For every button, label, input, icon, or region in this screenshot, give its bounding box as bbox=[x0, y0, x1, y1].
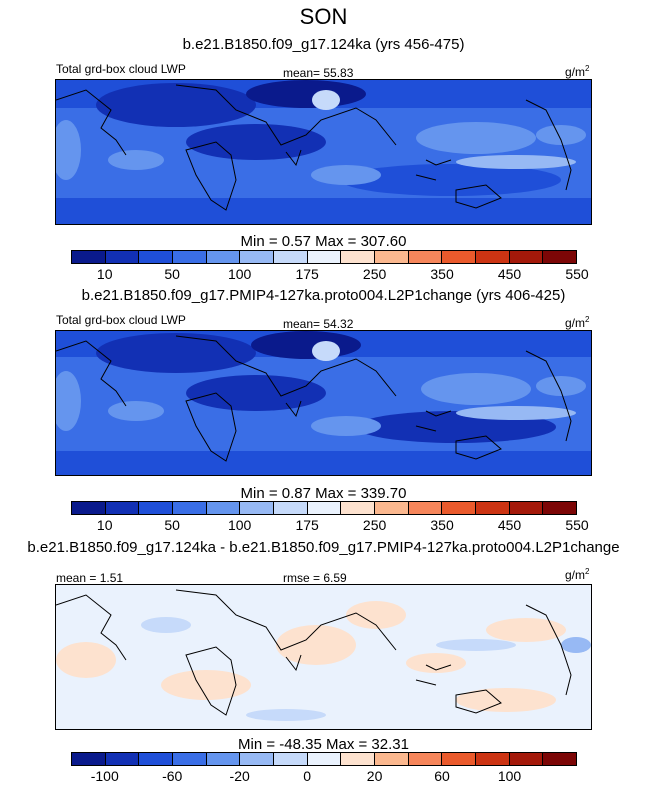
colorbar-swatch bbox=[72, 753, 106, 765]
panel-1-units: g/m2 bbox=[565, 64, 590, 79]
colorbar-swatch bbox=[240, 753, 275, 765]
colorbar-tick-label: 100 bbox=[497, 768, 522, 784]
colorbar-swatch bbox=[442, 251, 477, 263]
colorbar-swatch bbox=[476, 753, 510, 765]
panel-1-case-title: b.e21.B1850.f09_g17.124ka (yrs 456-475) bbox=[182, 36, 465, 53]
panel-3-colorbar-ticks: -100 -60 -20 0 20 60 100 bbox=[71, 768, 577, 786]
panel-1-variable-label: Total grd-box cloud LWP bbox=[56, 62, 186, 76]
colorbar-swatch bbox=[274, 753, 308, 765]
colorbar-tick-label: 10 bbox=[96, 266, 113, 282]
colorbar-swatch bbox=[274, 502, 308, 514]
colorbar-tick-label: 50 bbox=[164, 517, 180, 533]
panel-2-minmax: Min = 0.87 Max = 339.70 bbox=[240, 485, 407, 502]
panel-2-variable-label: Total grd-box cloud LWP bbox=[56, 313, 186, 327]
panel-1-map bbox=[55, 79, 592, 225]
colorbar-swatch bbox=[105, 502, 140, 514]
colorbar-swatch bbox=[139, 502, 174, 514]
colorbar-swatch bbox=[173, 502, 207, 514]
colorbar-swatch bbox=[72, 502, 106, 514]
colorbar-swatch bbox=[408, 753, 443, 765]
panel-2-case-title: b.e21.B1850.f09_g17.PMIP4-127ka.proto004… bbox=[81, 287, 566, 304]
colorbar-swatch bbox=[307, 251, 342, 263]
panel-1-colorbar-ticks: 10 50 100 175 250 350 450 550 bbox=[71, 266, 589, 284]
colorbar-swatch bbox=[442, 753, 477, 765]
colorbar-swatch bbox=[206, 502, 241, 514]
colorbar-swatch bbox=[375, 502, 409, 514]
colorbar-swatch bbox=[543, 502, 577, 514]
panel-3-units: g/m2 bbox=[565, 567, 590, 582]
panel-3-mean-label: mean = 1.51 bbox=[56, 571, 124, 585]
colorbar-swatch bbox=[509, 502, 544, 514]
panel-3-map bbox=[55, 584, 592, 730]
colorbar-swatch bbox=[543, 251, 577, 263]
colorbar-swatch bbox=[105, 753, 140, 765]
panel-3-case-title: b.e21.B1850.f09_g17.124ka - b.e21.B1850.… bbox=[27, 539, 620, 556]
panel-2-map-field bbox=[56, 331, 591, 475]
colorbar-tick-label: 60 bbox=[434, 768, 450, 784]
panel-1-colorbar bbox=[71, 250, 577, 264]
colorbar-tick-label: 0 bbox=[303, 768, 312, 784]
colorbar-swatch bbox=[341, 502, 376, 514]
colorbar-swatch bbox=[341, 251, 376, 263]
panel-2-mean-label: mean= 54.32 bbox=[283, 317, 354, 331]
colorbar-swatch bbox=[72, 251, 106, 263]
panel-1-mean-label: mean= 55.83 bbox=[283, 66, 354, 80]
colorbar-swatch bbox=[375, 251, 409, 263]
colorbar-swatch bbox=[509, 251, 544, 263]
colorbar-swatch bbox=[274, 251, 308, 263]
colorbar-tick-label: 250 bbox=[362, 266, 387, 282]
panel-2-colorbar-ticks: 10 50 100 175 250 350 450 550 bbox=[71, 517, 589, 535]
panel-3-colorbar bbox=[71, 752, 577, 766]
colorbar-swatch bbox=[307, 753, 342, 765]
colorbar-tick-label: 250 bbox=[362, 517, 387, 533]
season-title: SON bbox=[299, 4, 348, 29]
colorbar-swatch bbox=[240, 251, 275, 263]
colorbar-swatch bbox=[307, 502, 342, 514]
panel-1-map-field bbox=[56, 80, 591, 224]
panel-2-units: g/m2 bbox=[565, 315, 590, 330]
colorbar-tick-label: 450 bbox=[497, 266, 522, 282]
colorbar-swatch bbox=[543, 753, 577, 765]
colorbar-swatch bbox=[375, 753, 409, 765]
colorbar-tick-label: 450 bbox=[497, 517, 522, 533]
colorbar-swatch bbox=[105, 251, 140, 263]
colorbar-swatch bbox=[509, 753, 544, 765]
colorbar-swatch bbox=[240, 502, 275, 514]
colorbar-tick-label: 20 bbox=[366, 768, 383, 784]
colorbar-tick-label: -20 bbox=[229, 768, 250, 784]
colorbar-tick-label: 175 bbox=[295, 266, 319, 282]
colorbar-swatch bbox=[476, 251, 510, 263]
colorbar-swatch bbox=[408, 251, 443, 263]
colorbar-swatch bbox=[408, 502, 443, 514]
colorbar-swatch bbox=[206, 753, 241, 765]
colorbar-tick-label: 50 bbox=[164, 266, 180, 282]
colorbar-tick-label: 550 bbox=[565, 517, 589, 533]
panel-3-minmax: Min = -48.35 Max = 32.31 bbox=[238, 736, 409, 753]
colorbar-swatch bbox=[442, 502, 477, 514]
colorbar-tick-label: -60 bbox=[162, 768, 183, 784]
colorbar-tick-label: 100 bbox=[227, 517, 252, 533]
colorbar-tick-label: 350 bbox=[430, 266, 454, 282]
colorbar-tick-label: -100 bbox=[90, 768, 119, 784]
colorbar-swatch bbox=[139, 251, 174, 263]
colorbar-swatch bbox=[206, 251, 241, 263]
panel-1-minmax: Min = 0.57 Max = 307.60 bbox=[240, 233, 407, 250]
colorbar-swatch bbox=[476, 502, 510, 514]
colorbar-tick-label: 100 bbox=[227, 266, 252, 282]
panel-3-map-field bbox=[56, 585, 591, 729]
colorbar-swatch bbox=[341, 753, 376, 765]
panel-2-colorbar bbox=[71, 501, 577, 515]
colorbar-tick-label: 350 bbox=[430, 517, 454, 533]
colorbar-swatch bbox=[173, 251, 207, 263]
colorbar-swatch bbox=[173, 753, 207, 765]
colorbar-tick-label: 10 bbox=[96, 517, 113, 533]
colorbar-tick-label: 175 bbox=[295, 517, 319, 533]
colorbar-tick-label: 550 bbox=[565, 266, 589, 282]
panel-3-rmse-label: rmse = 6.59 bbox=[283, 571, 347, 585]
colorbar-swatch bbox=[139, 753, 174, 765]
panel-2-map bbox=[55, 330, 592, 476]
